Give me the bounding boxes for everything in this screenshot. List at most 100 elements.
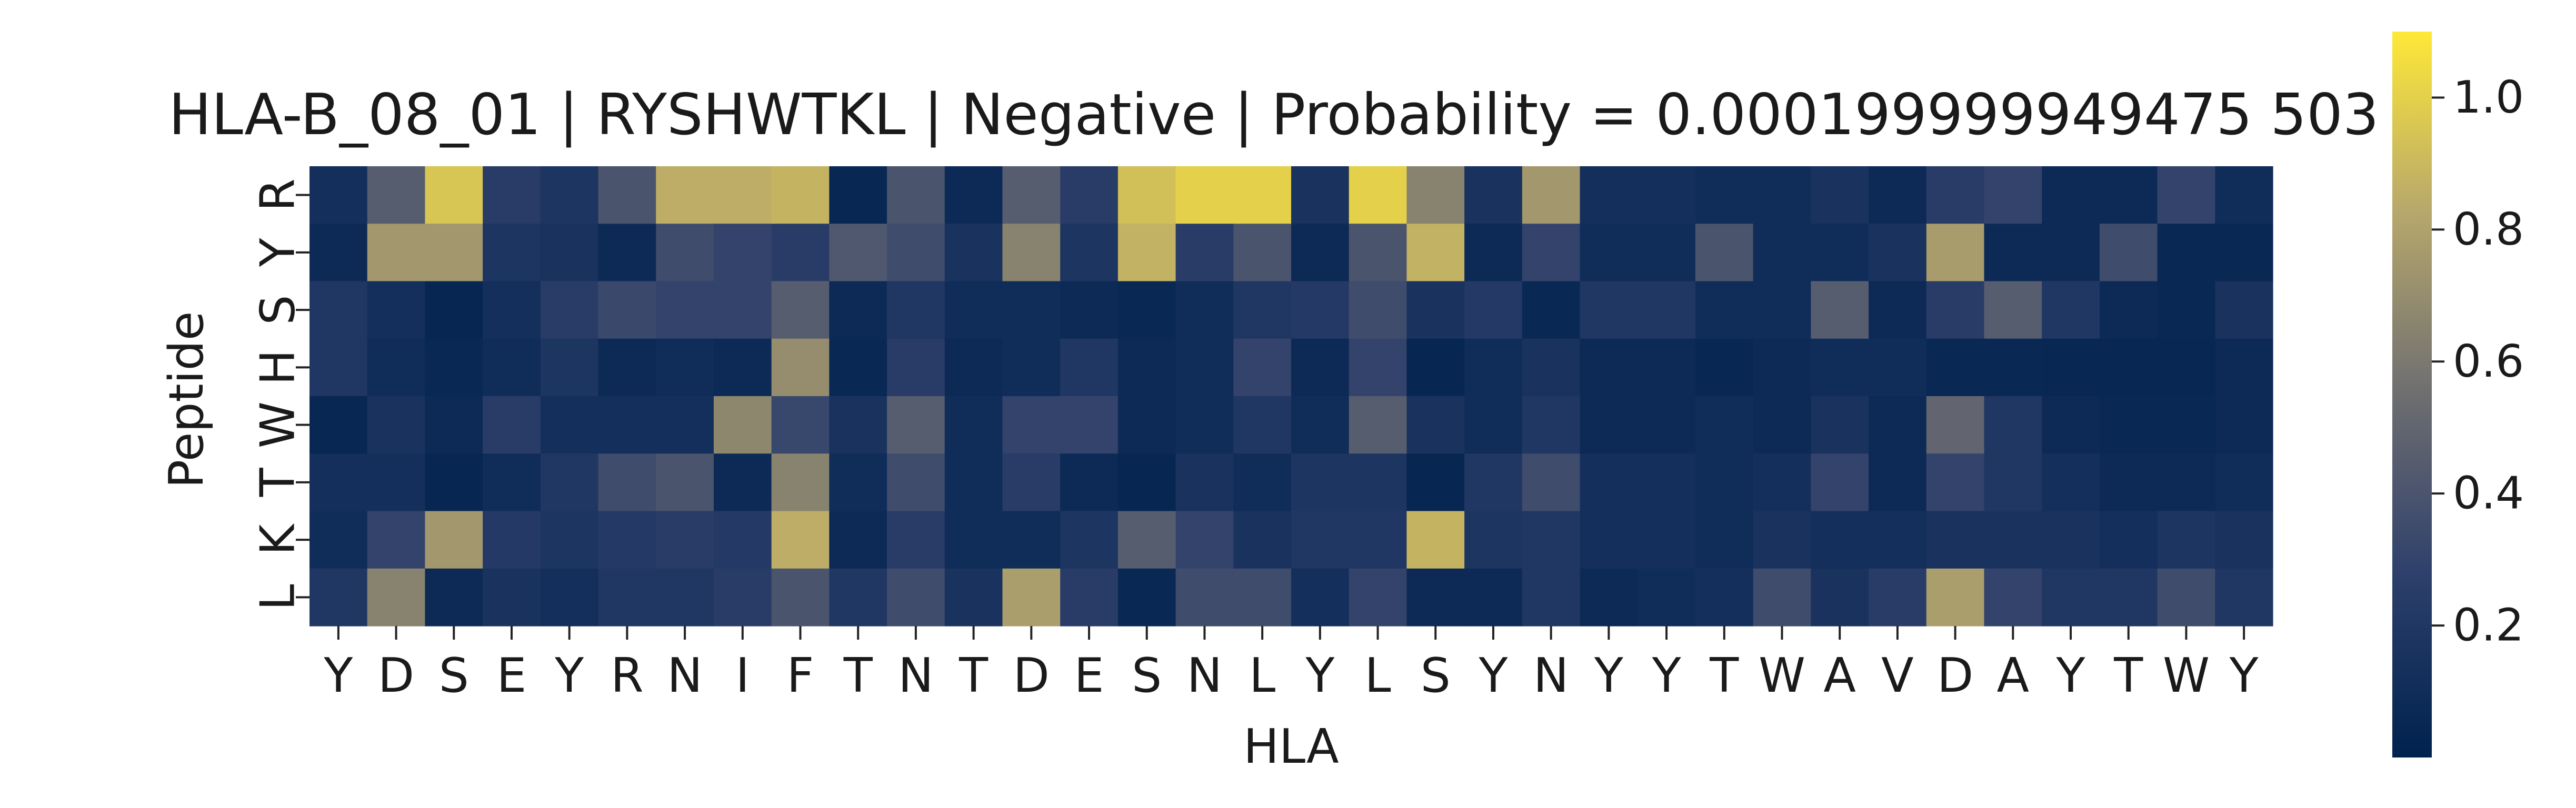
heatmap-cell bbox=[829, 396, 887, 454]
heatmap-cell bbox=[2215, 338, 2273, 397]
heatmap-cell bbox=[483, 338, 541, 397]
heatmap-cell bbox=[1291, 453, 1350, 512]
heatmap-cell bbox=[1406, 224, 1465, 282]
x-tick-label: Y bbox=[2229, 648, 2259, 703]
heatmap-cell bbox=[1464, 396, 1523, 454]
heatmap-cell bbox=[1811, 166, 1869, 224]
heatmap-cell bbox=[1580, 338, 1638, 397]
heatmap-cell bbox=[1464, 224, 1523, 282]
heatmap-cell bbox=[2042, 396, 2100, 454]
heatmap-cell bbox=[1291, 338, 1350, 397]
heatmap-cell bbox=[1580, 453, 1638, 512]
heatmap-cell bbox=[1580, 511, 1638, 569]
heatmap-cell bbox=[2157, 511, 2215, 569]
heatmap-cell bbox=[887, 396, 945, 454]
heatmap-cell bbox=[1464, 338, 1523, 397]
heatmap-cell bbox=[1695, 396, 1754, 454]
heatmap-cell bbox=[713, 568, 772, 627]
heatmap-cell bbox=[1638, 224, 1696, 282]
heatmap-cell bbox=[1349, 511, 1407, 569]
colorbar-tick-label: 0.6 bbox=[2453, 336, 2524, 388]
heatmap-cell bbox=[1695, 224, 1754, 282]
heatmap-cell bbox=[1869, 166, 1927, 224]
heatmap-cell bbox=[1117, 166, 1176, 224]
heatmap-cell bbox=[2042, 166, 2100, 224]
heatmap-cell bbox=[1349, 281, 1407, 339]
heatmap-cell bbox=[1695, 568, 1754, 627]
x-tick-label: R bbox=[611, 648, 644, 703]
heatmap-cell bbox=[2042, 224, 2100, 282]
heatmap-cell bbox=[2042, 453, 2100, 512]
heatmap-cell bbox=[1291, 281, 1350, 339]
heatmap-cell bbox=[829, 224, 887, 282]
heatmap-cell bbox=[829, 166, 887, 224]
heatmap-cell bbox=[2215, 396, 2273, 454]
heatmap-cell bbox=[1002, 224, 1061, 282]
heatmap-cell bbox=[944, 453, 1003, 512]
heatmap-cell bbox=[944, 338, 1003, 397]
heatmap-cell bbox=[1695, 338, 1754, 397]
heatmap-cell bbox=[1117, 224, 1176, 282]
heatmap-cell bbox=[1522, 396, 1581, 454]
colorbar-tick-label: 0.8 bbox=[2453, 204, 2524, 256]
heatmap-cell bbox=[1117, 453, 1176, 512]
heatmap-cell bbox=[1869, 396, 1927, 454]
heatmap-cell bbox=[1175, 166, 1234, 224]
heatmap-cell bbox=[771, 224, 830, 282]
heatmap-cell bbox=[1580, 224, 1638, 282]
heatmap-cell bbox=[1984, 511, 2042, 569]
heatmap-cell bbox=[1984, 338, 2042, 397]
heatmap-cell bbox=[1753, 338, 1811, 397]
heatmap-cell bbox=[1175, 281, 1234, 339]
heatmap-cell bbox=[425, 338, 483, 397]
heatmap-cell bbox=[656, 224, 714, 282]
heatmap-cell bbox=[598, 224, 656, 282]
heatmap-cell bbox=[713, 224, 772, 282]
heatmap-cell bbox=[1926, 511, 1985, 569]
heatmap-cell bbox=[1522, 568, 1581, 627]
heatmap-cell bbox=[713, 511, 772, 569]
heatmap-cell bbox=[2157, 568, 2215, 627]
heatmap-cell bbox=[540, 453, 599, 512]
y-tick-label: S bbox=[251, 295, 306, 325]
heatmap-cell bbox=[1060, 166, 1119, 224]
y-axis-ticks: RYSHWTK L bbox=[251, 178, 309, 610]
x-tick-label: L bbox=[1249, 648, 1275, 703]
heatmap-cell bbox=[1638, 568, 1696, 627]
heatmap-cell bbox=[483, 568, 541, 627]
heatmap-cell bbox=[1753, 166, 1811, 224]
heatmap-cell bbox=[1002, 453, 1061, 512]
x-tick-label: Y bbox=[1652, 648, 1682, 703]
x-tick-label: D bbox=[378, 648, 414, 703]
heatmap-cell bbox=[1291, 166, 1350, 224]
heatmap-cell bbox=[1117, 338, 1176, 397]
heatmap-cell bbox=[1811, 338, 1869, 397]
heatmap-cell bbox=[1060, 511, 1119, 569]
heatmap-cell bbox=[1580, 568, 1638, 627]
heatmap-cell bbox=[1811, 453, 1869, 512]
heatmap-cell bbox=[1002, 568, 1061, 627]
heatmap-cell bbox=[1175, 224, 1234, 282]
heatmap-cell bbox=[1233, 453, 1292, 512]
heatmap-cell bbox=[1811, 281, 1869, 339]
heatmap-cell bbox=[771, 281, 830, 339]
heatmap-cell bbox=[1117, 511, 1176, 569]
heatmap-cell bbox=[540, 511, 599, 569]
heatmap-cell bbox=[1926, 396, 1985, 454]
heatmap-cell bbox=[1291, 568, 1350, 627]
heatmap-cell bbox=[1753, 396, 1811, 454]
colorbar-tick-label: 0.4 bbox=[2453, 468, 2524, 520]
heatmap-cell bbox=[713, 281, 772, 339]
heatmap-cell bbox=[598, 511, 656, 569]
heatmap-cell bbox=[2099, 396, 2158, 454]
x-tick-label: I bbox=[736, 648, 750, 703]
heatmap-cell bbox=[1926, 453, 1985, 512]
x-tick-label: Y bbox=[2056, 648, 2086, 703]
heatmap-cell bbox=[656, 511, 714, 569]
heatmap-cell bbox=[309, 166, 368, 224]
heatmap-cell bbox=[1984, 568, 2042, 627]
heatmap-cell bbox=[2157, 281, 2215, 339]
heatmap-cell bbox=[771, 396, 830, 454]
heatmap-cell bbox=[771, 453, 830, 512]
heatmap-cell bbox=[2099, 166, 2158, 224]
